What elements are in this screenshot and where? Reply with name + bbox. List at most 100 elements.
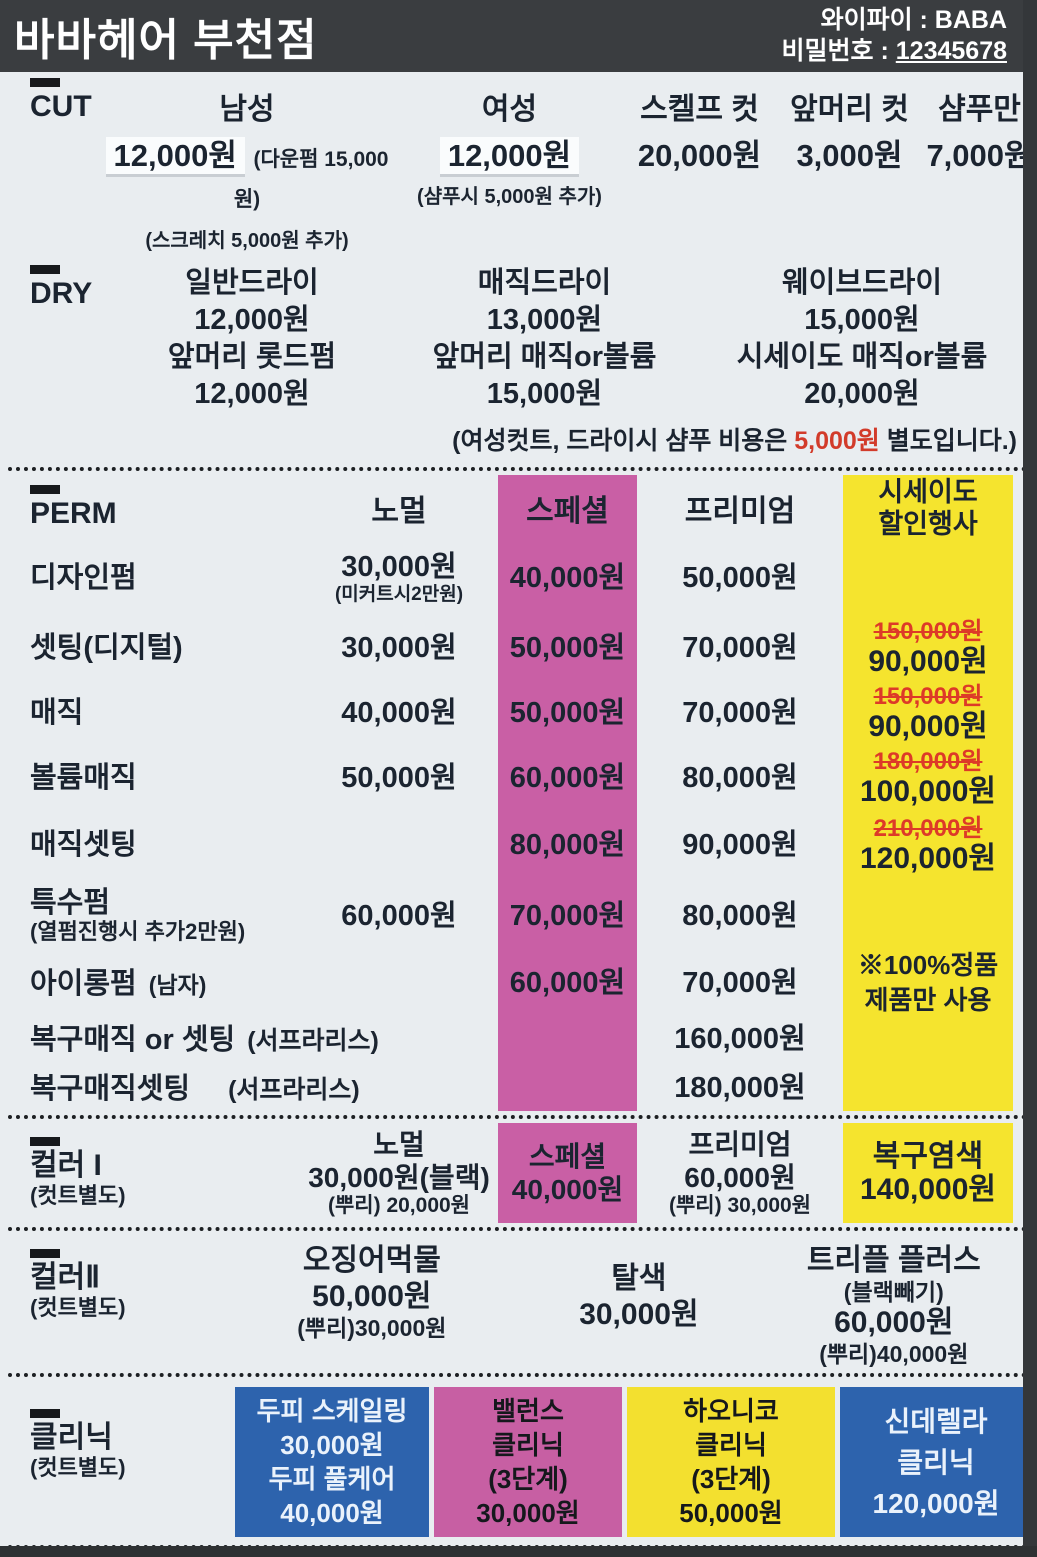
column-header-premium: 프리미엄 [684,495,796,528]
cut-column-female: 여성 12,000원 (샴푸시 5,000원 추가) [397,84,622,253]
original-price: 180,000원 [873,748,983,775]
section-bullet [30,485,60,494]
dotted-divider [8,467,1027,471]
clinic-box-cinderella: 신데렐라 클리닉 120,000원 [840,1387,1032,1537]
section-bullet [30,78,60,87]
table-row-name: 매직셋팅 [30,828,137,861]
price: 12,000원 [194,304,310,336]
table-row-name: 복구매직셋팅 (서프라리스) [30,1073,360,1105]
perm-section-label: PERM [30,475,300,541]
table-row-name: 셋팅(디지털) [30,631,183,664]
price: 15,000원 [486,378,603,410]
color1-normal-cell: 노멀 30,000원(블랙) (뿌리) 20,000원 [308,1128,490,1217]
original-price: 150,000원 [873,618,983,645]
column-header-normal: 노멀 [371,495,427,528]
discount-cell: 210,000원 120,000원 [843,811,1013,879]
color2-item: 오징어먹물 50,000원 (뿌리)30,000원 [297,1244,447,1341]
price-cell: 60,000원 [498,953,637,1013]
price: 13,000원 [486,304,603,336]
page-title: 바바헤어 부천점 [14,16,318,65]
discount-cell: 150,000원 90,000원 [843,615,1013,681]
dotted-divider [8,1373,1027,1377]
price-cell: 80,000원 [682,761,798,794]
price: 12,000원 [439,137,580,177]
price-cell [300,953,498,1013]
cut-column-scalp: 스켈프 컷 20,000원 [622,84,777,253]
table-row-name: 볼륨매직 [30,761,137,794]
service-name: 앞머리 매직or볼륨 [432,341,657,373]
board-edge-right [1023,0,1037,1557]
price: 20,000원 [804,378,920,410]
wifi-name: 와이파이 : BABA [820,6,1007,34]
section-bullet [30,265,60,274]
service-name: 매직드라이 [477,267,612,299]
discounted-price: 90,000원 [868,645,988,678]
table-row-name: 매직 [30,696,84,729]
price-cell: 70,000원 [682,631,798,664]
price-cell: 60,000원 [341,899,457,932]
clinic-box-scalp: 두피 스케일링 30,000원 두피 풀케어 40,000원 [235,1387,429,1537]
clinic-box-balance: 밸런스 클리닉 (3단계) 30,000원 [434,1387,622,1537]
price-cell: 50,000원 [341,761,457,794]
clinic-boxes: 두피 스케일링 30,000원 두피 풀케어 40,000원 밸런스 클리닉 (… [235,1387,1032,1537]
price: 15,000원 [804,304,920,336]
price: 12,000원 [105,137,245,177]
column-header-special: 스페셜 [498,475,637,541]
price-cell: 80,000원 [498,811,637,879]
price-cell [843,1065,1013,1111]
color1-restore-cell: 복구염색 140,000원 [843,1123,1013,1223]
cut-column-bangs: 앞머리 컷 3,000원 [777,84,922,253]
dry-section: DRY 일반드라이 12,000원 앞머리 롯드펌 12,000원 매직드라이 … [0,253,1037,413]
price-cell: 70,000원 [682,696,798,729]
header-bar: 바바헤어 부천점 와이파이 : BABA 비밀번호 : 12345678 [0,0,1037,72]
column-header-event: 시세이도 할인행사 [843,475,1013,541]
wifi-password-line: 비밀번호 : 12345678 [782,36,1007,67]
discounted-price: 90,000원 [868,710,988,743]
price-cell [843,541,1013,615]
shampoo-extra-note: (여성컷트, 드라이시 샴푸 비용은 5,000원 별도입니다.) [452,427,1017,455]
color1-section: 컬러 I (컷트별도) 노멀 30,000원(블랙) (뿌리) 20,000원 … [30,1123,1037,1223]
price-cell: 40,000원 [341,696,457,729]
genuine-product-note: ※100%정품 제품만 사용 [843,950,1013,1015]
color2-item: 탈색 30,000원 [579,1262,699,1331]
dry-column: 일반드라이 12,000원 앞머리 롯드펌 12,000원 [112,265,392,413]
perm-table: PERM 노멀 스페셜 프리미엄 시세이도 할인행사 디자인펌 30,000원 … [30,475,1037,1111]
price-cell: 180,000원 [674,1071,806,1104]
dry-column: 매직드라이 13,000원 앞머리 매직or볼륨 15,000원 [392,265,697,413]
price-cell: 70,000원 [498,879,637,953]
section-bullet [30,1409,60,1418]
price-cell [300,811,498,879]
wifi-info: 와이파이 : BABA 비밀번호 : 12345678 [782,5,1007,67]
cut-column-male: 남성 12,000원 (다운펌 15,000원) (스크레치 5,000원 추가… [97,84,397,253]
cut-column-shampoo: 샴푸만 7,000원 [922,84,1037,253]
table-row-name: 복구매직 or 셋팅 (서프라리스) [30,1024,379,1056]
price-cell: 50,000원 [498,615,637,681]
price-cell [498,1065,637,1111]
price-cell [498,1013,637,1065]
wifi-password-label: 비밀번호 : [781,37,889,65]
price-cell: 70,000원 [682,966,798,999]
price-cell: 50,000원 [498,681,637,745]
sub-note: (스크레치 5,000원 추가) [145,230,349,252]
clinic-section: 클리닉 (컷트별도) 두피 스케일링 30,000원 두피 풀케어 40,000… [0,1381,1037,1541]
clinic-section-label: 클리닉 (컷트별도) [30,1387,235,1537]
cut-section: CUT 남성 12,000원 (다운펌 15,000원) (스크레치 5,000… [0,72,1037,253]
color2-section: 컬러Ⅱ (컷트별도) 오징어먹물 50,000원 (뿌리)30,000원 탈색 … [0,1235,1037,1369]
table-row-name: 디자인펌 [30,561,137,594]
price-cell: 30,000원 (미커트시2만원) [334,551,464,605]
color2-item: 트리플 플러스 (블랙빼기) 60,000원 (뿌리)40,000원 [806,1244,981,1367]
clinic-box-haoniko: 하오니코 클리닉 (3단계) 50,000원 [627,1387,835,1537]
cut-section-label: CUT [30,78,97,253]
dry-column: 웨이브드라이 15,000원 시세이도 매직or볼륨 20,000원 [697,265,1027,413]
table-row-name: 아이롱펌 (남자) [30,968,207,1000]
section-bullet [30,1249,60,1258]
price: 20,000원 [637,138,762,173]
table-row-name: 특수펌 (열펌진행시 추가2만원) [30,887,246,945]
highlighted-price: 5,000원 [794,427,880,455]
dotted-divider [8,1227,1027,1231]
section-bullet [30,1137,60,1146]
price: 3,000원 [796,138,903,173]
cut-columns: 남성 12,000원 (다운펌 15,000원) (스크레치 5,000원 추가… [97,78,1037,253]
price-cell: 80,000원 [682,899,798,932]
price: 12,000원 [194,378,310,410]
